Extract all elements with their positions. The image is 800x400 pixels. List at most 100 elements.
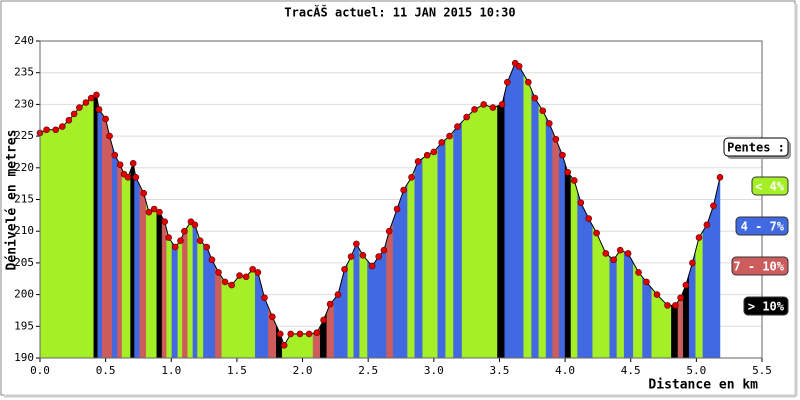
data-point bbox=[145, 208, 153, 216]
data-point bbox=[385, 227, 393, 235]
slope-slice bbox=[177, 235, 183, 359]
slope-slice bbox=[93, 94, 99, 359]
x-tick-label: 5.5 bbox=[752, 364, 772, 377]
data-point bbox=[129, 160, 137, 167]
x-tick-label: 1.0 bbox=[161, 364, 181, 377]
slope-slice bbox=[592, 225, 602, 359]
slope-slice bbox=[600, 243, 610, 359]
data-point bbox=[672, 302, 679, 309]
slope-slice bbox=[695, 230, 704, 359]
data-point bbox=[341, 265, 348, 273]
x-tick-label: 2.5 bbox=[358, 364, 378, 377]
data-point bbox=[106, 132, 113, 140]
data-point bbox=[716, 174, 724, 181]
data-point bbox=[552, 135, 560, 143]
data-point bbox=[93, 91, 100, 99]
slope-slice bbox=[516, 64, 524, 359]
slope-slice bbox=[249, 268, 256, 359]
data-point bbox=[249, 265, 256, 273]
data-point bbox=[504, 78, 511, 86]
data-point bbox=[76, 104, 83, 111]
slope-slice bbox=[671, 300, 679, 359]
slope-slice bbox=[392, 199, 401, 359]
data-point bbox=[334, 291, 342, 298]
data-point bbox=[454, 123, 461, 130]
slope-slice bbox=[182, 225, 188, 359]
data-point bbox=[498, 101, 506, 108]
data-point bbox=[287, 330, 295, 338]
data-point bbox=[393, 205, 401, 213]
x-tick-label: 0.0 bbox=[30, 364, 50, 377]
data-point bbox=[95, 106, 103, 113]
slope-slice bbox=[584, 210, 593, 359]
data-point bbox=[261, 294, 268, 302]
legend-title-box bbox=[723, 137, 789, 157]
slope-slice bbox=[228, 279, 236, 359]
slope-slice bbox=[65, 116, 72, 359]
slope-slice bbox=[633, 262, 643, 359]
slope-slice bbox=[400, 182, 408, 359]
slope-slice bbox=[570, 175, 578, 359]
slope-slice bbox=[623, 251, 634, 359]
slope-slice bbox=[545, 116, 553, 359]
data-point bbox=[570, 177, 578, 184]
slope-slice bbox=[609, 254, 618, 359]
data-point bbox=[320, 316, 327, 324]
data-point bbox=[165, 234, 172, 241]
slope-slice bbox=[367, 260, 376, 359]
data-point bbox=[664, 302, 671, 309]
data-point bbox=[181, 227, 188, 235]
data-point bbox=[525, 78, 532, 86]
data-point bbox=[313, 329, 321, 336]
data-point bbox=[208, 256, 216, 264]
y-axis-label: Dénivelé en metres bbox=[5, 130, 20, 271]
data-point bbox=[111, 151, 119, 159]
slope-slice bbox=[134, 170, 141, 359]
chart-title: TracĂŠ actuel: 11 JAN 2015 10:30 bbox=[284, 5, 515, 20]
legend-label: > 10% bbox=[748, 300, 785, 314]
data-point bbox=[43, 126, 50, 134]
data-point bbox=[489, 104, 497, 111]
data-point bbox=[695, 234, 703, 241]
data-point bbox=[280, 342, 288, 349]
data-point bbox=[703, 221, 711, 229]
legend-swatch bbox=[731, 256, 789, 276]
slope-slice bbox=[187, 221, 194, 359]
slope-slice bbox=[523, 73, 532, 359]
slope-slice bbox=[97, 102, 103, 359]
y-tick-label: 210 bbox=[14, 224, 34, 237]
slope-slice bbox=[192, 222, 198, 359]
data-point bbox=[221, 278, 229, 286]
data-point bbox=[577, 199, 585, 206]
slope-slice bbox=[359, 248, 368, 359]
data-point bbox=[610, 256, 617, 264]
slope-slice bbox=[76, 104, 83, 359]
legend-swatch bbox=[751, 176, 789, 196]
slope-slice bbox=[716, 177, 721, 359]
data-point bbox=[87, 94, 95, 102]
slope-slice bbox=[577, 191, 586, 359]
slope-slice bbox=[538, 103, 547, 359]
slope-slice bbox=[677, 291, 684, 359]
slope-slice bbox=[139, 185, 147, 359]
slope-slice bbox=[552, 131, 560, 359]
data-point bbox=[70, 110, 78, 118]
data-point bbox=[423, 151, 431, 159]
plot-area: 190 195 200 205 210 215 220 225 230 235 240 0.0 0.5 1… bbox=[14, 34, 772, 377]
data-point bbox=[677, 294, 684, 302]
y-tick-label: 230 bbox=[14, 97, 34, 110]
data-point bbox=[236, 272, 243, 279]
data-point bbox=[116, 161, 124, 168]
slope-slice bbox=[242, 272, 250, 359]
slope-slice bbox=[125, 170, 131, 359]
data-point bbox=[531, 94, 539, 102]
y-tick-label: 190 bbox=[14, 351, 34, 364]
data-point bbox=[65, 116, 73, 124]
data-point bbox=[653, 291, 661, 298]
data-point bbox=[446, 132, 453, 140]
y-tick-label: 205 bbox=[14, 256, 34, 269]
data-point bbox=[347, 253, 355, 260]
data-point bbox=[215, 269, 222, 276]
data-point bbox=[359, 251, 367, 259]
